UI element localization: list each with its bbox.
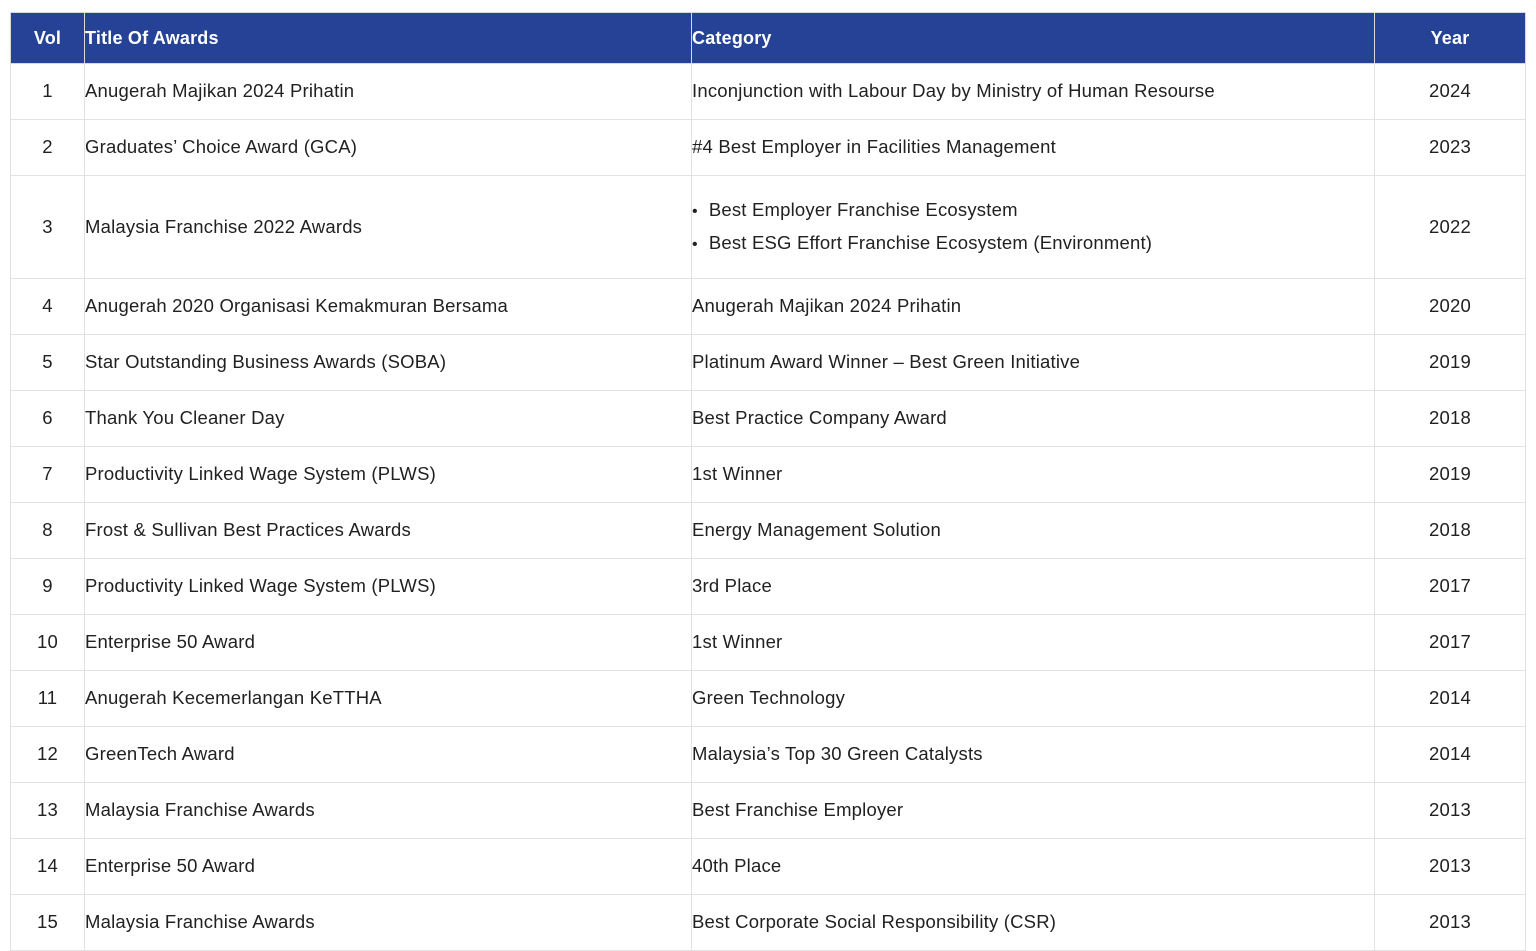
category-bullet-item: • Best ESG Effort Franchise Ecosystem (En… <box>692 227 1374 260</box>
table-row: 9 Productivity Linked Wage System (PLWS) 3… <box>10 558 1526 615</box>
header-cell-year: Year <box>1374 12 1526 64</box>
table-row: 15 Malaysia Franchise Awards Best Corporat… <box>10 894 1526 951</box>
table-row: 11 Anugerah Kecemerlangan KeTTHA Green Tec… <box>10 670 1526 727</box>
category-bullet-list: • Best Employer Franchise Ecosystem • Best … <box>692 194 1374 260</box>
category-cell: Anugerah Majikan 2024 Prihatin <box>691 278 1375 335</box>
title-cell: Productivity Linked Wage System (PLWS) <box>84 558 692 615</box>
vol-cell: 10 <box>10 614 85 671</box>
vol-cell: 14 <box>10 838 85 895</box>
vol-cell: 2 <box>10 119 85 176</box>
title-cell: Anugerah 2020 Organisasi Kemakmuran Bers… <box>84 278 692 335</box>
vol-cell: 12 <box>10 726 85 783</box>
table-row: 10 Enterprise 50 Award 1st Winner 2017 <box>10 614 1526 671</box>
year-cell: 2013 <box>1374 782 1526 839</box>
year-cell: 2022 <box>1374 175 1526 279</box>
table-row: 1 Anugerah Majikan 2024 Prihatin Inconjunc… <box>10 63 1526 120</box>
title-cell: Anugerah Majikan 2024 Prihatin <box>84 63 692 120</box>
year-cell: 2018 <box>1374 390 1526 447</box>
year-cell: 2014 <box>1374 670 1526 727</box>
vol-cell: 6 <box>10 390 85 447</box>
vol-cell: 5 <box>10 334 85 391</box>
category-cell: Green Technology <box>691 670 1375 727</box>
vol-cell: 11 <box>10 670 85 727</box>
category-cell: Best Practice Company Award <box>691 390 1375 447</box>
table-row: 4 Anugerah 2020 Organisasi Kemakmuran Ber… <box>10 278 1526 335</box>
year-cell: 2013 <box>1374 838 1526 895</box>
year-cell: 2013 <box>1374 894 1526 951</box>
category-cell: • Best Employer Franchise Ecosystem • Best … <box>691 175 1375 279</box>
year-cell: 2019 <box>1374 334 1526 391</box>
table-row: 8 Frost & Sullivan Best Practices Awards E… <box>10 502 1526 559</box>
header-row: Vol Title Of Awards Category Year <box>10 12 1526 64</box>
category-cell: Best Corporate Social Responsibility (CS… <box>691 894 1375 951</box>
category-bullet-item: • Best Employer Franchise Ecosystem <box>692 194 1374 227</box>
year-cell: 2024 <box>1374 63 1526 120</box>
table-row: 14 Enterprise 50 Award 40th Place 2013 <box>10 838 1526 895</box>
table-row: 13 Malaysia Franchise Awards Best Franchis… <box>10 782 1526 839</box>
category-cell: Platinum Award Winner – Best Green Initi… <box>691 334 1375 391</box>
title-cell: Graduates’ Choice Award (GCA) <box>84 119 692 176</box>
bullet-icon: • <box>692 236 698 253</box>
vol-cell: 1 <box>10 63 85 120</box>
title-cell: Malaysia Franchise 2022 Awards <box>84 175 692 279</box>
title-cell: Productivity Linked Wage System (PLWS) <box>84 446 692 503</box>
title-cell: Frost & Sullivan Best Practices Awards <box>84 502 692 559</box>
title-cell: Thank You Cleaner Day <box>84 390 692 447</box>
vol-cell: 9 <box>10 558 85 615</box>
table-row: 2 Graduates’ Choice Award (GCA) #4 Best Em… <box>10 119 1526 176</box>
title-cell: GreenTech Award <box>84 726 692 783</box>
year-cell: 2020 <box>1374 278 1526 335</box>
category-cell: Energy Management Solution <box>691 502 1375 559</box>
awards-table-header: Vol Title Of Awards Category Year <box>10 12 1526 64</box>
category-cell: Malaysia’s Top 30 Green Catalysts <box>691 726 1375 783</box>
vol-cell: 3 <box>10 175 85 279</box>
category-cell: Best Franchise Employer <box>691 782 1375 839</box>
awards-table-body: 1 Anugerah Majikan 2024 Prihatin Inconjunc… <box>10 63 1526 951</box>
title-cell: Malaysia Franchise Awards <box>84 782 692 839</box>
bullet-icon: • <box>692 203 698 220</box>
title-cell: Enterprise 50 Award <box>84 614 692 671</box>
table-row: 3 Malaysia Franchise 2022 Awards • Best Emp… <box>10 175 1526 279</box>
category-cell: 1st Winner <box>691 446 1375 503</box>
category-cell: 40th Place <box>691 838 1375 895</box>
year-cell: 2014 <box>1374 726 1526 783</box>
title-cell: Malaysia Franchise Awards <box>84 894 692 951</box>
table-row: 6 Thank You Cleaner Day Best Practice Comp… <box>10 390 1526 447</box>
year-cell: 2018 <box>1374 502 1526 559</box>
category-cell: 3rd Place <box>691 558 1375 615</box>
year-cell: 2017 <box>1374 558 1526 615</box>
year-cell: 2023 <box>1374 119 1526 176</box>
category-cell: #4 Best Employer in Facilities Managemen… <box>691 119 1375 176</box>
category-cell: 1st Winner <box>691 614 1375 671</box>
awards-table: Vol Title Of Awards Category Year 1 Anuge… <box>10 12 1526 951</box>
table-row: 12 GreenTech Award Malaysia’s Top 30 Green… <box>10 726 1526 783</box>
vol-cell: 4 <box>10 278 85 335</box>
header-cell-title: Title Of Awards <box>84 12 692 64</box>
title-cell: Anugerah Kecemerlangan KeTTHA <box>84 670 692 727</box>
title-cell: Enterprise 50 Award <box>84 838 692 895</box>
table-row: 5 Star Outstanding Business Awards (SOBA)… <box>10 334 1526 391</box>
header-cell-category: Category <box>691 12 1375 64</box>
category-cell: Inconjunction with Labour Day by Ministr… <box>691 63 1375 120</box>
vol-cell: 15 <box>10 894 85 951</box>
year-cell: 2017 <box>1374 614 1526 671</box>
year-cell: 2019 <box>1374 446 1526 503</box>
category-text: Best ESG Effort Franchise Ecosystem (Env… <box>708 232 1153 253</box>
title-cell: Star Outstanding Business Awards (SOBA) <box>84 334 692 391</box>
vol-cell: 7 <box>10 446 85 503</box>
header-cell-vol: Vol <box>10 12 85 64</box>
vol-cell: 13 <box>10 782 85 839</box>
vol-cell: 8 <box>10 502 85 559</box>
table-row: 7 Productivity Linked Wage System (PLWS) 1… <box>10 446 1526 503</box>
category-text: Best Employer Franchise Ecosystem <box>708 199 1018 220</box>
